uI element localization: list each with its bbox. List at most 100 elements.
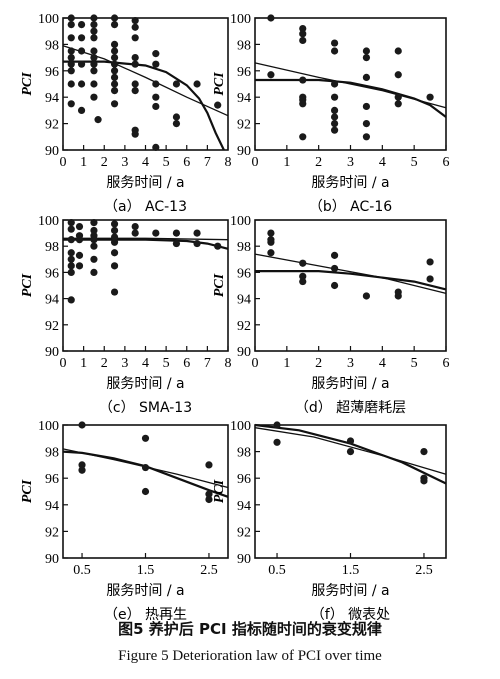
- y-tick-label: 96: [45, 65, 59, 80]
- x-tick-label: 6: [183, 155, 190, 170]
- x-tick-label: 2: [315, 155, 322, 170]
- data-point: [110, 73, 119, 81]
- x-axis-label: 服务时间 / a: [311, 175, 389, 191]
- data-point: [394, 71, 402, 79]
- data-point: [90, 93, 98, 101]
- data-point: [110, 220, 119, 228]
- data-point: [90, 21, 98, 29]
- data-point: [75, 236, 84, 244]
- data-point: [67, 255, 75, 263]
- chart-panel-a: 90 92 94 96 98 100 0 1 2 3 4 5 6 7 8 PCI 服务时间 / a （a） AC-…: [20, 12, 232, 215]
- y-tick-label: 92: [237, 319, 251, 334]
- fit-curve-gradual: [254, 253, 447, 295]
- data-point: [75, 251, 84, 259]
- data-point: [78, 466, 86, 474]
- data-point: [152, 50, 160, 58]
- x-tick-label: 3: [347, 155, 354, 170]
- data-point: [330, 126, 339, 134]
- y-tick-label: 94: [45, 499, 59, 514]
- data-point: [67, 219, 75, 227]
- x-tick-label: 8: [225, 155, 232, 170]
- y-tick-label: 98: [237, 446, 251, 461]
- data-point: [152, 143, 160, 151]
- y-tick-label: 94: [45, 293, 59, 308]
- data-point: [267, 249, 275, 257]
- data-point: [330, 120, 339, 128]
- data-point: [110, 60, 119, 68]
- y-tick-label: 94: [237, 293, 251, 308]
- y-tick-label: 98: [237, 240, 251, 255]
- x-axis-label: 服务时间 / a: [311, 376, 389, 392]
- data-point: [110, 233, 119, 241]
- data-point: [110, 67, 119, 75]
- x-tick-label: 0: [60, 356, 67, 371]
- data-point: [330, 106, 339, 114]
- data-point: [78, 461, 86, 469]
- x-tick-label: 1: [283, 155, 290, 170]
- data-point: [152, 93, 160, 101]
- data-point: [141, 434, 150, 442]
- y-axis-label: PCI: [212, 479, 227, 503]
- data-point: [67, 60, 75, 68]
- y-axis-label: PCI: [212, 72, 227, 96]
- y-tick-label: 90: [237, 345, 251, 360]
- x-tick-label: 3: [121, 356, 128, 371]
- data-point: [67, 225, 75, 233]
- x-tick-label: 2: [101, 356, 108, 371]
- x-tick-label: 1: [80, 356, 87, 371]
- data-point: [299, 277, 307, 286]
- data-point: [90, 67, 98, 75]
- data-point: [205, 461, 213, 469]
- data-point: [90, 226, 98, 235]
- x-tick-label: 4: [142, 356, 149, 371]
- x-tick-label: 6: [443, 356, 450, 371]
- data-point: [172, 229, 181, 237]
- x-tick-label: 6: [443, 155, 450, 170]
- data-point: [330, 80, 339, 88]
- x-tick-label: 7: [204, 155, 211, 170]
- data-point: [394, 100, 402, 108]
- data-point: [67, 268, 75, 276]
- data-point: [362, 47, 371, 55]
- x-tick-label: 4: [379, 356, 386, 371]
- data-point: [77, 21, 86, 29]
- x-tick-label: 4: [379, 155, 386, 170]
- x-tick-label: 8: [225, 356, 232, 371]
- x-tick-label: 0: [60, 155, 67, 170]
- panel-label: （a） AC-13: [104, 199, 187, 215]
- x-tick-label: 3: [347, 356, 354, 371]
- fit-curve-gradual: [62, 45, 229, 117]
- y-tick-label: 100: [230, 214, 251, 229]
- data-point: [426, 275, 434, 283]
- data-point: [346, 437, 355, 445]
- data-point: [330, 251, 339, 259]
- data-point: [193, 80, 201, 88]
- x-tick-label: 0.5: [73, 563, 91, 578]
- data-point: [77, 60, 86, 68]
- data-point: [67, 296, 75, 304]
- x-axis-label: 服务时间 / a: [106, 376, 184, 392]
- y-axis-label: PCI: [20, 479, 35, 503]
- y-tick-label: 94: [237, 91, 251, 106]
- x-tick-label: 2: [315, 356, 322, 371]
- data-point: [90, 80, 98, 88]
- data-point: [90, 60, 98, 68]
- data-point: [110, 87, 119, 95]
- data-point: [110, 21, 119, 29]
- data-point: [131, 87, 139, 95]
- data-point: [67, 80, 75, 88]
- y-tick-label: 96: [237, 65, 251, 80]
- data-point: [330, 113, 339, 121]
- data-point: [67, 100, 75, 108]
- y-tick-label: 90: [237, 144, 251, 159]
- x-tick-label: 0.5: [268, 563, 286, 578]
- data-point: [110, 288, 119, 296]
- data-point: [299, 133, 307, 141]
- data-point: [299, 272, 307, 280]
- data-point: [110, 54, 119, 62]
- y-tick-label: 96: [45, 472, 59, 487]
- data-point: [131, 229, 139, 237]
- data-point: [394, 93, 402, 101]
- data-point: [90, 236, 98, 244]
- data-point: [172, 239, 181, 248]
